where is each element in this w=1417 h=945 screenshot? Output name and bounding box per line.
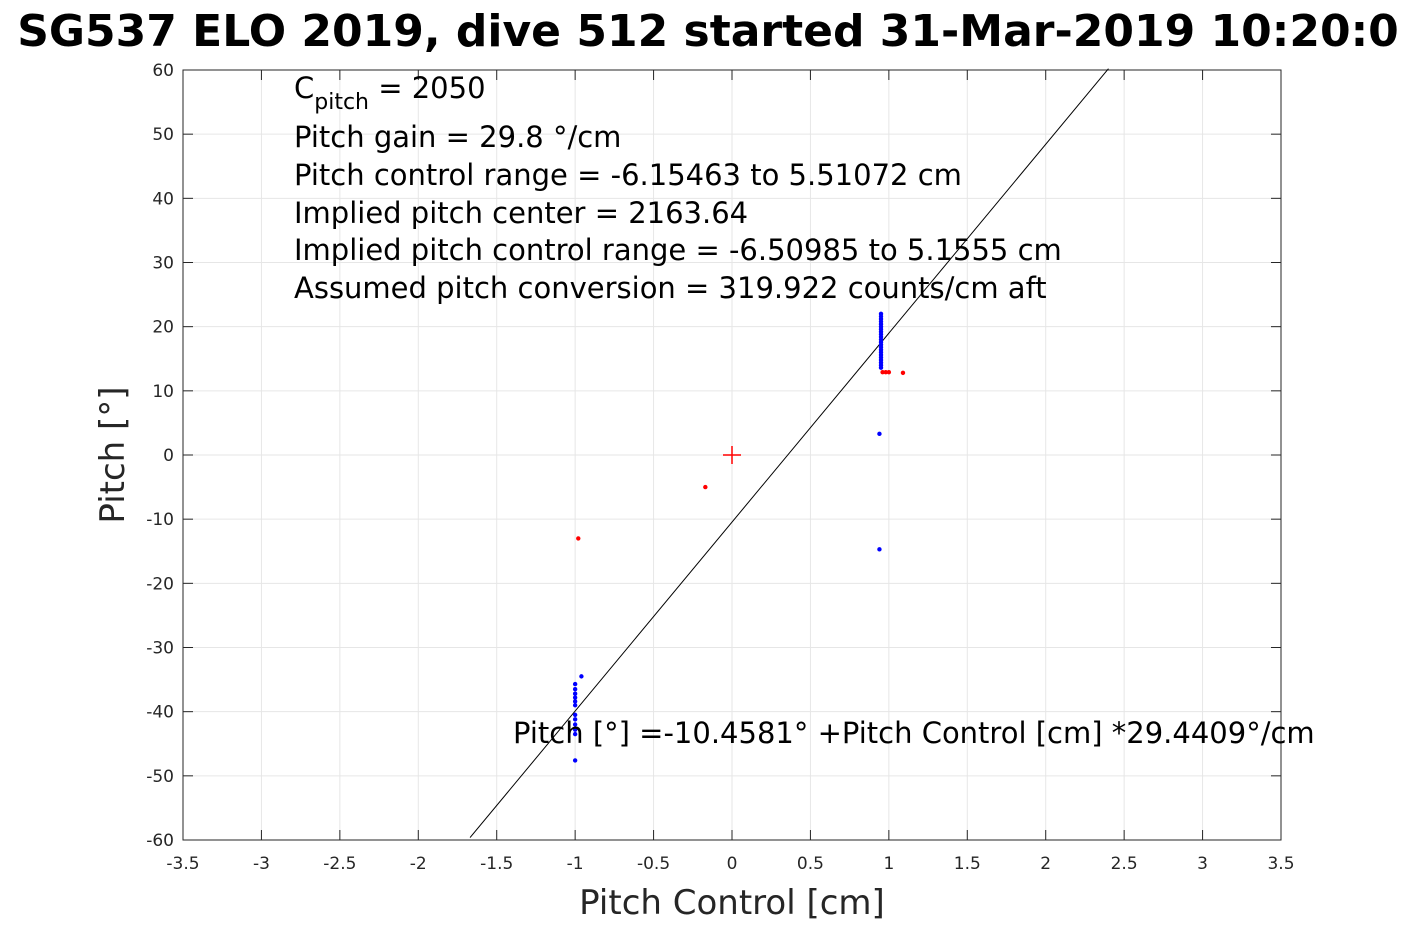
fit-equation-annotation: Pitch [°] =-10.4581° +Pitch Control [cm]… <box>513 716 1315 750</box>
red-data-point <box>703 484 708 490</box>
chart-title: SG537 ELO 2019, dive 512 started 31-Mar-… <box>17 6 1399 57</box>
fit-line <box>469 68 1109 838</box>
y-tick-label: -20 <box>146 574 174 594</box>
x-tick-label: -2 <box>410 854 427 874</box>
x-tick-label: 3.5 <box>1267 854 1294 874</box>
blue-data-point <box>572 681 578 687</box>
x-tick-label: -1 <box>567 854 584 874</box>
blue-data-point <box>572 687 578 692</box>
x-axis-label: Pitch Control [cm] <box>579 883 885 923</box>
blue-data-point <box>572 727 578 732</box>
red-data-point <box>900 370 906 376</box>
x-tick-label: 1 <box>883 854 894 874</box>
blue-data-point <box>878 365 884 370</box>
y-tick-label: 20 <box>152 318 174 338</box>
y-tick-label: 40 <box>152 189 174 209</box>
x-tick-label: 1.5 <box>954 854 981 874</box>
origin-plus-marker <box>723 446 741 464</box>
cpitch-annotation: Cpitch = 2050 <box>294 71 486 115</box>
blue-data-point <box>572 722 578 727</box>
y-tick-label: 50 <box>152 125 174 145</box>
blue-data-point <box>572 731 578 737</box>
blue-data-point <box>572 717 578 722</box>
y-tick-label: -10 <box>146 510 174 530</box>
y-tick-label: -60 <box>146 831 174 851</box>
x-tick-label: -3.5 <box>166 854 199 874</box>
cpitch-subscript: pitch <box>314 90 369 115</box>
blue-data-point <box>877 547 882 552</box>
y-tick-label: 0 <box>163 446 174 466</box>
annotation-implied-pitch-center: Implied pitch center = 2163.64 <box>294 196 748 230</box>
red-data-point <box>883 370 888 375</box>
annotation-pitch-gain: Pitch gain = 29.8 °/cm <box>294 120 621 154</box>
y-axis-ticks: -60 -50 -40 -30 -20 -10 0 10 20 30 40 50 60 <box>146 61 1281 851</box>
red-data-point <box>886 370 892 375</box>
blue-data-point <box>572 712 578 718</box>
blue-data-point <box>572 691 578 696</box>
blue-data-point <box>579 674 584 679</box>
y-tick-label: -30 <box>146 639 174 659</box>
blue-data-point <box>572 703 578 708</box>
y-tick-label: 60 <box>152 61 174 81</box>
x-tick-label: 2 <box>1040 854 1051 874</box>
cpitch-main: C <box>294 71 314 105</box>
x-tick-label: -1.5 <box>480 854 513 874</box>
blue-data-point <box>572 695 578 700</box>
red-data-point <box>576 536 581 541</box>
red-data-point <box>880 370 885 375</box>
y-tick-label: 10 <box>152 382 174 402</box>
x-tick-label: 3 <box>1197 854 1208 874</box>
annotation-pitch-control-range: Pitch control range = -6.15463 to 5.5107… <box>294 158 962 192</box>
x-tick-label: -3 <box>253 854 270 874</box>
y-tick-label: -50 <box>146 767 174 787</box>
grid <box>182 69 1282 841</box>
y-axis-label: Pitch [°] <box>93 386 133 523</box>
blue-data-point <box>572 758 578 763</box>
x-tick-label: 0.5 <box>797 854 824 874</box>
annotation-implied-control-range: Implied pitch control range = -6.50985 t… <box>294 233 1062 267</box>
x-tick-label: 0 <box>727 854 738 874</box>
y-tick-label: 30 <box>152 254 174 274</box>
annotation-pitch-conversion: Assumed pitch conversion = 319.922 count… <box>294 271 1047 305</box>
data-points <box>572 311 906 763</box>
x-tick-label: 2.5 <box>1111 854 1138 874</box>
blue-data-point <box>572 699 578 704</box>
x-axis-ticks: -3.5 -3 -2.5 -2 -1.5 -1 -0.5 0 0.5 1 1.5 2 2.5 3 3.5 <box>166 70 1295 874</box>
x-tick-label: -0.5 <box>637 854 670 874</box>
fit-line-group <box>469 68 1109 838</box>
blue-data-point <box>877 431 882 437</box>
x-tick-label: -2.5 <box>323 854 356 874</box>
cpitch-value: = 2050 <box>369 71 486 105</box>
y-tick-label: -40 <box>146 703 174 723</box>
